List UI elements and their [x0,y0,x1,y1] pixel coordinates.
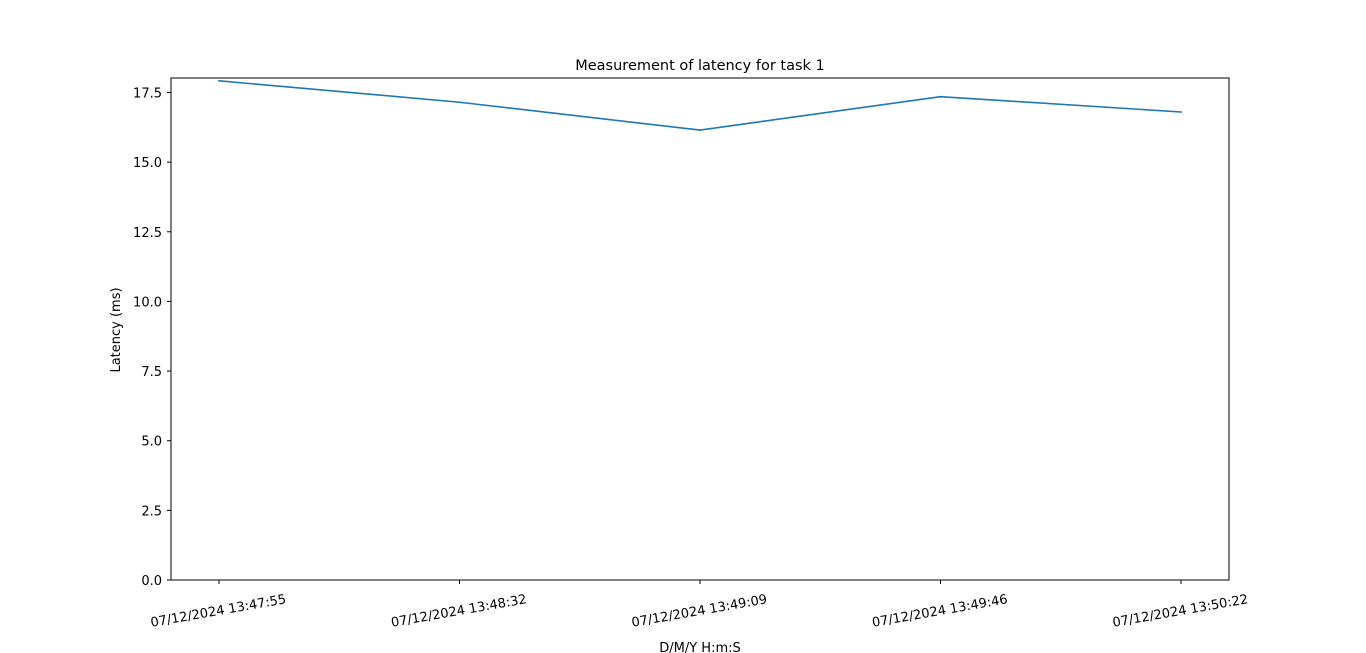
y-axis: 0.0 2.5 5.0 7.5 10.0 12.5 15.0 17.5 [133,86,171,589]
x-axis: 07/12/2024 13:47:55 07/12/2024 13:48:32 07… [149,580,1249,631]
y-tick-label: 7.5 [141,365,162,380]
data-point [218,79,220,82]
y-tick-label: 5.0 [141,435,162,450]
x-tick-label: 07/12/2024 13:48:32 [390,592,528,631]
y-tick-label: 17.5 [133,86,162,101]
series-line [218,79,1182,131]
x-tick-label: 07/12/2024 13:50:22 [1111,592,1249,631]
data-point [699,129,701,131]
x-tick-label: 07/12/2024 13:49:09 [630,592,768,631]
y-tick-label: 0.0 [141,574,162,589]
data-point [939,95,942,98]
y-tick-label: 12.5 [133,226,162,241]
plot-frame [170,77,1230,581]
x-axis-label: D/M/Y H:m:S [659,641,741,653]
y-tick-label: 10.0 [133,295,162,310]
data-point [458,101,461,104]
plot-area [170,77,1230,581]
y-axis-label: Latency (ms) [109,287,124,372]
chart-title: Measurement of latency for task 1 [575,58,825,74]
series-group [218,79,1182,131]
x-tick-label: 07/12/2024 13:49:46 [871,592,1009,631]
y-tick-label: 2.5 [141,504,162,519]
y-tick-label: 15.0 [133,156,162,171]
data-point [1180,111,1182,113]
x-tick-label: 07/12/2024 13:47:55 [149,592,287,631]
